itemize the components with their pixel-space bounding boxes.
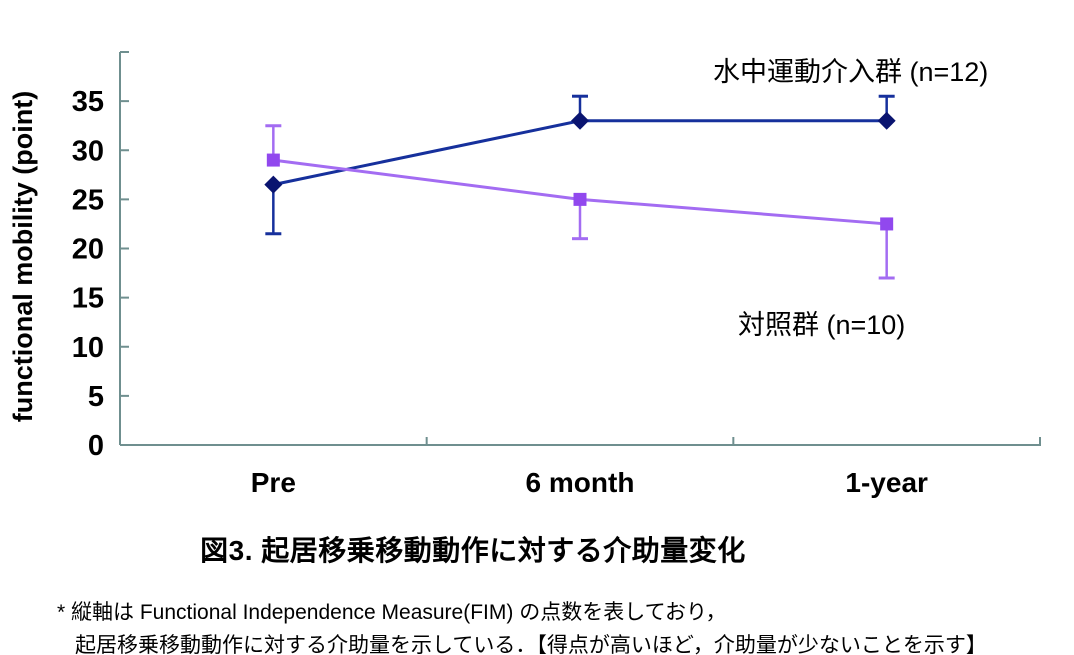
marker-diamond	[877, 111, 896, 130]
series-label: 対照群 (n=10)	[738, 310, 905, 340]
marker-square	[573, 192, 587, 206]
series-line	[273, 119, 887, 187]
footnote-line-1: * 縦軸は Functional Independence Measure(FI…	[57, 601, 727, 624]
y-tick-label: 0	[88, 430, 104, 462]
marker-square	[880, 217, 894, 231]
figure-footnote: * 縦軸は Functional Independence Measure(FI…	[57, 596, 987, 655]
y-tick-label: 20	[72, 234, 104, 266]
y-tick-label: 25	[72, 184, 104, 216]
series-label: 水中運動介入群 (n=12)	[713, 57, 988, 87]
x-category-label: 6 month	[526, 467, 635, 498]
y-tick-label: 15	[72, 283, 104, 315]
marker-diamond	[571, 111, 589, 130]
marker-diamond	[264, 175, 283, 194]
y-axis-title: functional mobility (point)	[8, 91, 38, 422]
x-category-label: 1-year	[845, 467, 928, 498]
fim-line-chart: 0 5 10 15 20 25 30 35 Pre 6 month 1-year functional…	[8, 51, 1041, 498]
marker-square	[266, 153, 280, 167]
y-tick-label: 5	[88, 381, 104, 413]
x-category-label: Pre	[251, 467, 296, 498]
y-tick-label: 30	[72, 135, 104, 167]
figure-title: 図3. 起居移乗移動動作に対する介助量変化	[200, 535, 746, 566]
footnote-line-2: 起居移乗移動動作に対する介助量を示している．【得点が高いほど，介助量が少ないこと…	[75, 634, 987, 655]
y-tick-label: 10	[72, 332, 104, 364]
y-tick-label: 35	[72, 86, 104, 118]
